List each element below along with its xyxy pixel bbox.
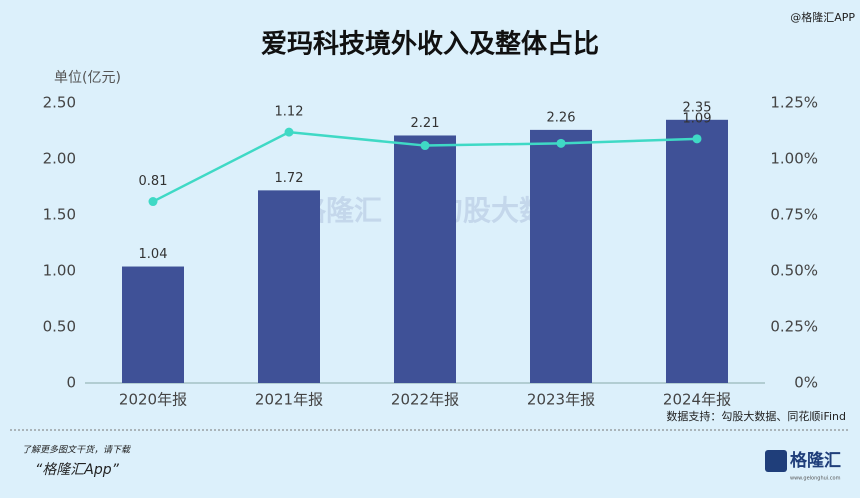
bar-value-label: 1.04 [139,247,168,262]
line-point [420,141,430,151]
x-tick-label: 2023年报 [527,391,595,409]
logo-site: www.gelonghui.com [790,476,841,482]
y-tick-label: 1.50 [43,206,76,224]
line-point [692,134,702,144]
y-tick-label: 0 [66,374,76,392]
bar [666,119,728,384]
x-tick-label: 2021年报 [255,391,323,409]
x-tick-label: 2020年报 [119,391,187,409]
y-tick-label: 2.50 [43,94,76,112]
y-tick-label: 2.00 [43,150,76,168]
line-point [148,197,158,207]
line-value-label: 1.09 [683,111,712,126]
y2-tick-label: 1.25% [770,94,818,112]
line-point [284,127,294,137]
y2-tick-label: 0.75% [770,206,818,224]
y-axis-label: 单位(亿元) [54,70,121,86]
watermark: @格隆汇APP [790,10,855,24]
bar [258,190,320,383]
bar-value-label: 2.35 [683,100,712,115]
logo-icon [765,450,787,472]
footer-text: 了解更多图文干货，请下载 [22,445,131,456]
y2-tick-label: 1.00% [770,150,818,168]
y-tick-label: 0.50 [43,318,76,336]
line-value-label: 0.81 [139,174,168,189]
bar-value-label: 2.26 [547,110,576,125]
y2-tick-label: 0.25% [770,318,818,336]
chart-title: 爱玛科技境外收入及整体占比 [261,29,599,60]
bar-value-label: 2.21 [411,116,440,131]
bar [394,135,456,383]
y-tick-label: 1.00 [43,262,76,280]
y2-tick-label: 0% [794,374,818,392]
logo-text: 格隆汇 [790,450,841,471]
x-tick-label: 2024年报 [663,391,731,409]
source: 数据支持：勾股大数据、同花顺iFind [666,409,846,423]
x-tick-label: 2022年报 [391,391,459,409]
bar-value-label: 1.72 [275,171,304,186]
line-point [556,138,566,148]
bar [530,129,592,383]
bar [122,266,184,383]
line-value-label: 1.12 [275,105,304,120]
footer-app: “格隆汇App” [35,462,120,478]
y2-tick-label: 0.50% [770,262,818,280]
